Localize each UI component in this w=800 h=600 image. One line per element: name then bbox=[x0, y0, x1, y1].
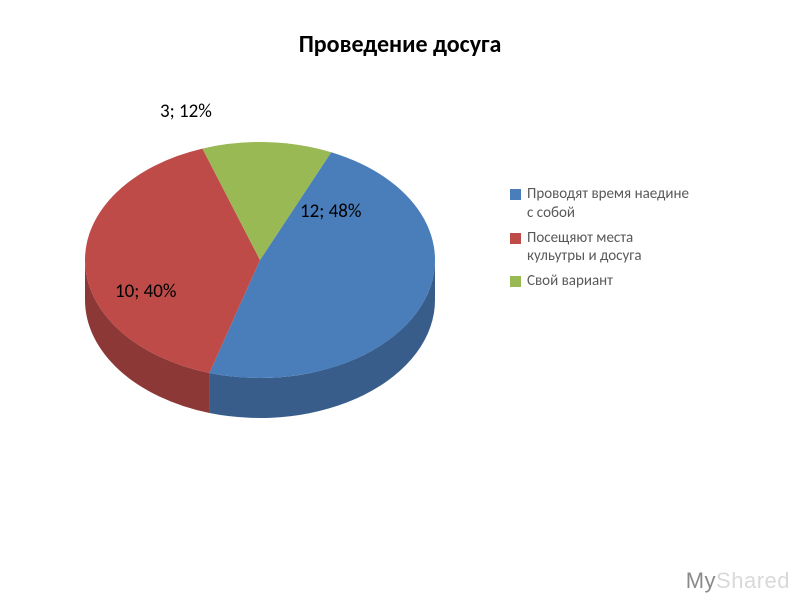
legend-swatch bbox=[510, 233, 521, 244]
watermark-light: Shared bbox=[716, 568, 790, 593]
data-label: 12; 48% bbox=[300, 200, 361, 223]
watermark-dark: My bbox=[686, 568, 716, 593]
legend-text: Свой вариант bbox=[527, 272, 613, 291]
legend-swatch bbox=[510, 276, 521, 287]
watermark: MyShared bbox=[686, 568, 790, 594]
chart-title: Проведение досуга bbox=[0, 30, 800, 59]
legend-swatch bbox=[510, 189, 521, 200]
data-label: 3; 12% bbox=[160, 100, 212, 123]
legend-text: Проводят время наедине с собой bbox=[527, 185, 690, 223]
legend: Проводят время наедине с собой Посещяют м… bbox=[510, 185, 690, 297]
legend-item: Проводят время наедине с собой bbox=[510, 185, 690, 223]
legend-item: Посещяют места кульутры и досуга bbox=[510, 229, 690, 267]
legend-item: Свой вариант bbox=[510, 272, 690, 291]
legend-text: Посещяют места кульутры и досуга bbox=[527, 229, 690, 267]
data-label: 10; 40% bbox=[115, 280, 176, 303]
